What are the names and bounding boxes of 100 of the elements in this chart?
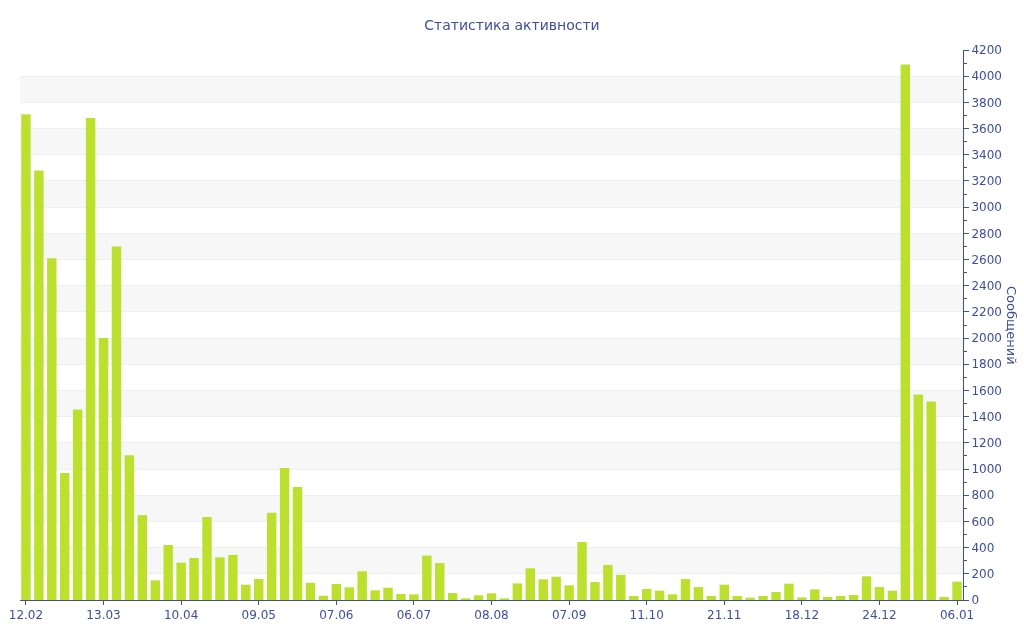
- bar: [525, 568, 536, 600]
- bar: [835, 595, 846, 600]
- y-tick-label: 2400: [971, 278, 1002, 293]
- bar: [900, 64, 911, 600]
- bar: [21, 114, 31, 600]
- bar: [344, 587, 354, 600]
- bar: [629, 595, 639, 600]
- bar: [667, 594, 678, 600]
- y-tick-label: 4000: [971, 69, 1002, 84]
- y-tick-label: 600: [971, 514, 995, 529]
- bar: [745, 597, 755, 600]
- y-tick-label: 200: [971, 567, 995, 582]
- bar: [266, 512, 277, 600]
- bar: [797, 597, 807, 600]
- y-tick-label: 1200: [971, 436, 1002, 451]
- bar: [409, 594, 419, 600]
- bar: [926, 401, 936, 600]
- bar: [111, 246, 122, 600]
- bar: [163, 545, 173, 600]
- y-tick-label: 0: [971, 593, 980, 608]
- x-tick-label: 08.08: [474, 608, 509, 623]
- bar: [616, 574, 626, 600]
- bar: [939, 596, 949, 600]
- bar: [848, 595, 859, 600]
- x-tick-label: 18.12: [784, 608, 820, 623]
- x-tick-label: 12.02: [8, 608, 44, 623]
- bar: [137, 515, 148, 600]
- x-tick-label: 07.09: [551, 608, 587, 623]
- bar: [551, 576, 561, 600]
- bar: [176, 562, 186, 600]
- x-tick-label: 11.10: [629, 608, 664, 623]
- bar: [913, 394, 923, 600]
- chart-title: Статистика активности: [424, 16, 600, 33]
- bar: [680, 579, 691, 600]
- bar: [577, 541, 587, 600]
- bar: [305, 582, 316, 600]
- bar: [874, 587, 885, 600]
- bar: [887, 590, 898, 600]
- bar: [396, 593, 406, 600]
- bar: [422, 555, 432, 600]
- bar: [771, 592, 781, 600]
- bar: [47, 258, 57, 600]
- y-tick-label: 1400: [971, 409, 1002, 424]
- bar: [98, 338, 109, 600]
- x-tick-label: 07.06: [319, 608, 354, 623]
- y-tick-label: 3200: [971, 174, 1002, 189]
- bar: [202, 516, 212, 600]
- bar: [810, 589, 820, 600]
- y-tick-label: 400: [971, 540, 995, 555]
- bar: [254, 579, 264, 600]
- bar: [719, 584, 729, 600]
- bar: [34, 170, 44, 600]
- y-tick-label: 1800: [971, 357, 1002, 372]
- y-tick-label: 3400: [971, 147, 1002, 162]
- bar: [486, 593, 497, 600]
- bar: [292, 486, 303, 600]
- bar: [60, 472, 70, 600]
- y-tick-label: 2200: [971, 305, 1002, 320]
- bar: [784, 583, 794, 600]
- y-tick-label: 2800: [971, 226, 1002, 241]
- bar: [654, 590, 665, 600]
- y-tick-label: 3600: [971, 121, 1002, 136]
- bar: [189, 557, 199, 600]
- bar: [706, 595, 717, 600]
- x-tick-label: 24.12: [862, 608, 897, 623]
- x-tick-label: 10.04: [163, 608, 199, 623]
- x-tick-label: 06.01: [939, 608, 975, 623]
- bar: [370, 590, 380, 600]
- y-tick-label: 3000: [971, 200, 1002, 215]
- bar: [590, 582, 600, 600]
- bar: [861, 576, 872, 600]
- y-tick-label: 2600: [971, 252, 1002, 267]
- bar: [693, 587, 704, 600]
- bar: [512, 583, 523, 600]
- bar: [447, 593, 458, 600]
- bar: [150, 580, 160, 600]
- bar: [331, 584, 342, 600]
- bar: [241, 584, 251, 600]
- y-axis-title: Сообщений: [1004, 286, 1019, 365]
- bar: [473, 595, 484, 600]
- y-tick-label: 800: [971, 488, 995, 503]
- bar: [279, 468, 290, 600]
- y-tick-label: 1000: [971, 462, 1002, 477]
- bar: [823, 596, 833, 600]
- bar: [564, 585, 574, 600]
- y-tick-label: 1600: [971, 383, 1002, 398]
- bar: [357, 571, 367, 600]
- y-tick-label: 2000: [971, 331, 1002, 346]
- bar: [124, 455, 135, 600]
- bar: [641, 589, 652, 600]
- bar: [538, 579, 548, 600]
- x-tick-label: 09.05: [241, 608, 276, 623]
- bar: [952, 581, 962, 600]
- bar: [758, 595, 768, 600]
- bar: [383, 587, 393, 600]
- y-tick-label: 3800: [971, 95, 1002, 110]
- x-tick-label: 21.11: [707, 608, 742, 623]
- bar: [228, 554, 238, 600]
- x-tick-label: 06.07: [396, 608, 432, 623]
- bar: [435, 563, 445, 600]
